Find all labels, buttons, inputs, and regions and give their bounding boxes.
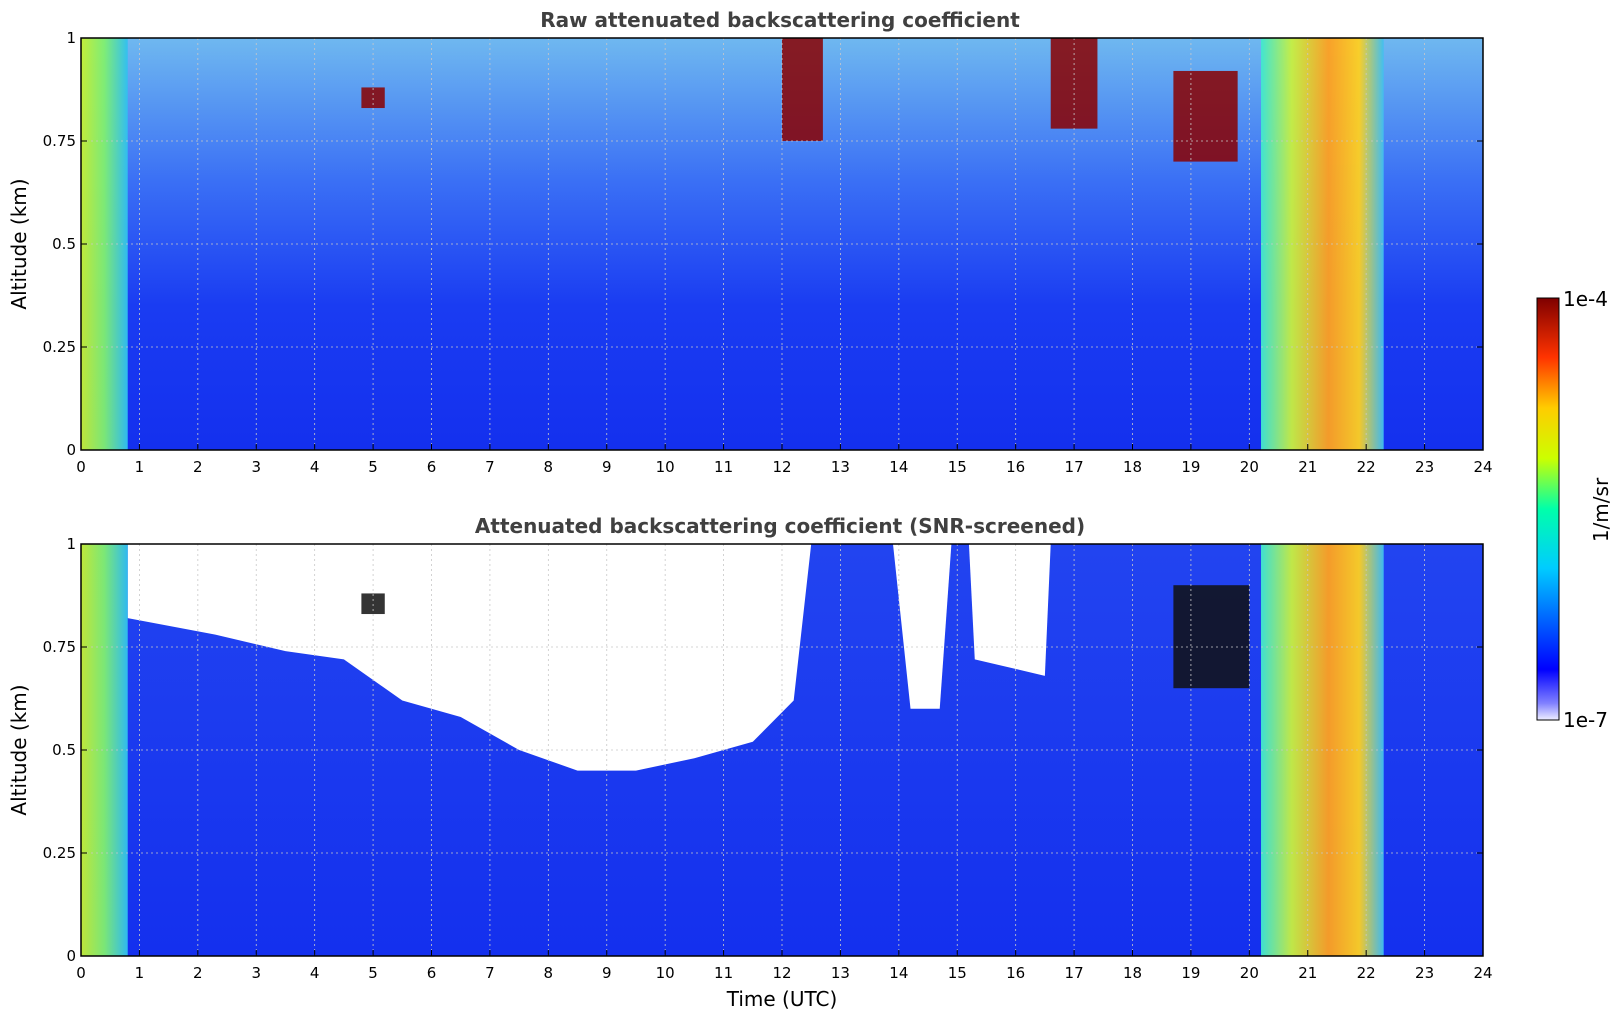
x-tick-label: 4 bbox=[310, 458, 320, 476]
colorbar-max-label: 1e-4 bbox=[1563, 287, 1608, 311]
x-tick-label: 15 bbox=[948, 458, 967, 476]
x-tick-label: 16 bbox=[1006, 964, 1025, 982]
x-tick-label: 1 bbox=[135, 964, 145, 982]
top-panel: Raw attenuated backscattering coefficien… bbox=[7, 8, 1493, 476]
x-tick-label: 19 bbox=[1181, 964, 1200, 982]
x-tick-label: 10 bbox=[656, 964, 675, 982]
x-tick-label: 20 bbox=[1240, 964, 1259, 982]
x-tick-label: 3 bbox=[251, 458, 261, 476]
x-tick-label: 19 bbox=[1181, 458, 1200, 476]
top-title: Raw attenuated backscattering coefficien… bbox=[540, 8, 1020, 32]
y-tick-label: 1 bbox=[66, 535, 76, 553]
bottom-title: Attenuated backscattering coefficient (S… bbox=[475, 514, 1085, 538]
x-tick-label: 7 bbox=[485, 458, 495, 476]
y-tick-label: 0.25 bbox=[43, 338, 76, 356]
heatmap-feature bbox=[782, 38, 823, 141]
colorbar-min-label: 1e-7 bbox=[1563, 708, 1608, 732]
x-tick-label: 14 bbox=[889, 964, 908, 982]
x-tick-label: 13 bbox=[831, 964, 850, 982]
x-tick-label: 7 bbox=[485, 964, 495, 982]
x-tick-label: 13 bbox=[831, 458, 850, 476]
x-tick-label: 8 bbox=[544, 964, 554, 982]
top-x-ticks: 0 1 2 3 4 5 6 7 8 9 10 11 12 13 14 15 16 17 18 19 20 21 22 23 24 bbox=[76, 444, 1493, 476]
x-tick-label: 16 bbox=[1006, 458, 1025, 476]
x-tick-label: 6 bbox=[427, 458, 437, 476]
heatmap-feature bbox=[81, 38, 128, 450]
x-tick-label: 5 bbox=[368, 964, 378, 982]
heatmap-feature bbox=[81, 544, 128, 956]
x-tick-label: 24 bbox=[1473, 964, 1492, 982]
y-tick-label: 0.25 bbox=[43, 844, 76, 862]
x-tick-label: 4 bbox=[310, 964, 320, 982]
y-tick-label: 0.75 bbox=[43, 638, 76, 656]
x-tick-label: 5 bbox=[368, 458, 378, 476]
x-tick-label: 20 bbox=[1240, 458, 1259, 476]
x-tick-label: 12 bbox=[772, 458, 791, 476]
bottom-y-label: Altitude (km) bbox=[7, 684, 31, 815]
x-tick-label: 2 bbox=[193, 964, 203, 982]
x-tick-label: 23 bbox=[1415, 458, 1434, 476]
x-axis-label: Time (UTC) bbox=[726, 987, 838, 1011]
x-tick-label: 21 bbox=[1298, 458, 1317, 476]
bottom-y-ticks: 0 0.25 0.5 0.75 1 bbox=[43, 535, 1483, 965]
x-tick-label: 10 bbox=[656, 458, 675, 476]
x-tick-label: 11 bbox=[714, 458, 733, 476]
x-tick-label: 15 bbox=[948, 964, 967, 982]
x-tick-label: 21 bbox=[1298, 964, 1317, 982]
bottom-panel: Attenuated backscattering coefficient (S… bbox=[7, 514, 1493, 1011]
x-tick-label: 22 bbox=[1357, 964, 1376, 982]
x-tick-label: 11 bbox=[714, 964, 733, 982]
colorbar: 1e-4 1e-7 1/m/sr bbox=[1536, 287, 1613, 732]
y-tick-label: 1 bbox=[66, 29, 76, 47]
y-tick-label: 0.5 bbox=[52, 235, 76, 253]
y-tick-label: 0 bbox=[66, 441, 76, 459]
x-tick-label: 23 bbox=[1415, 964, 1434, 982]
x-tick-label: 3 bbox=[251, 964, 261, 982]
heatmap-feature bbox=[1173, 70, 1238, 162]
y-tick-label: 0.75 bbox=[43, 132, 76, 150]
x-tick-label: 0 bbox=[76, 964, 86, 982]
x-tick-label: 24 bbox=[1473, 458, 1492, 476]
masked-region bbox=[892, 544, 952, 709]
x-tick-label: 18 bbox=[1123, 458, 1142, 476]
colorbar-unit-label: 1/m/sr bbox=[1589, 477, 1613, 542]
x-tick-label: 14 bbox=[889, 458, 908, 476]
top-y-label: Altitude (km) bbox=[7, 178, 31, 309]
masked-region bbox=[968, 544, 1051, 676]
masked-region bbox=[127, 544, 812, 771]
x-tick-label: 12 bbox=[772, 964, 791, 982]
x-tick-label: 6 bbox=[427, 964, 437, 982]
y-tick-label: 0 bbox=[66, 947, 76, 965]
x-tick-label: 18 bbox=[1123, 964, 1142, 982]
x-tick-label: 9 bbox=[602, 964, 612, 982]
heatmap-feature bbox=[1173, 585, 1250, 689]
x-tick-label: 0 bbox=[76, 458, 86, 476]
x-tick-label: 22 bbox=[1357, 458, 1376, 476]
x-tick-label: 17 bbox=[1065, 458, 1084, 476]
x-tick-label: 1 bbox=[135, 458, 145, 476]
x-tick-label: 9 bbox=[602, 458, 612, 476]
heatmap-feature bbox=[361, 87, 385, 109]
colorbar-gradient bbox=[1536, 297, 1560, 721]
y-tick-label: 0.5 bbox=[52, 741, 76, 759]
bottom-x-ticks: 0 1 2 3 4 5 6 7 8 9 10 11 12 13 14 15 16 17 18 19 20 21 22 23 24 bbox=[76, 950, 1493, 982]
top-y-ticks: 0 0.25 0.5 0.75 1 bbox=[43, 29, 1483, 459]
heatmap-feature bbox=[361, 593, 385, 615]
x-tick-label: 8 bbox=[544, 458, 554, 476]
x-tick-label: 2 bbox=[193, 458, 203, 476]
x-tick-label: 17 bbox=[1065, 964, 1084, 982]
